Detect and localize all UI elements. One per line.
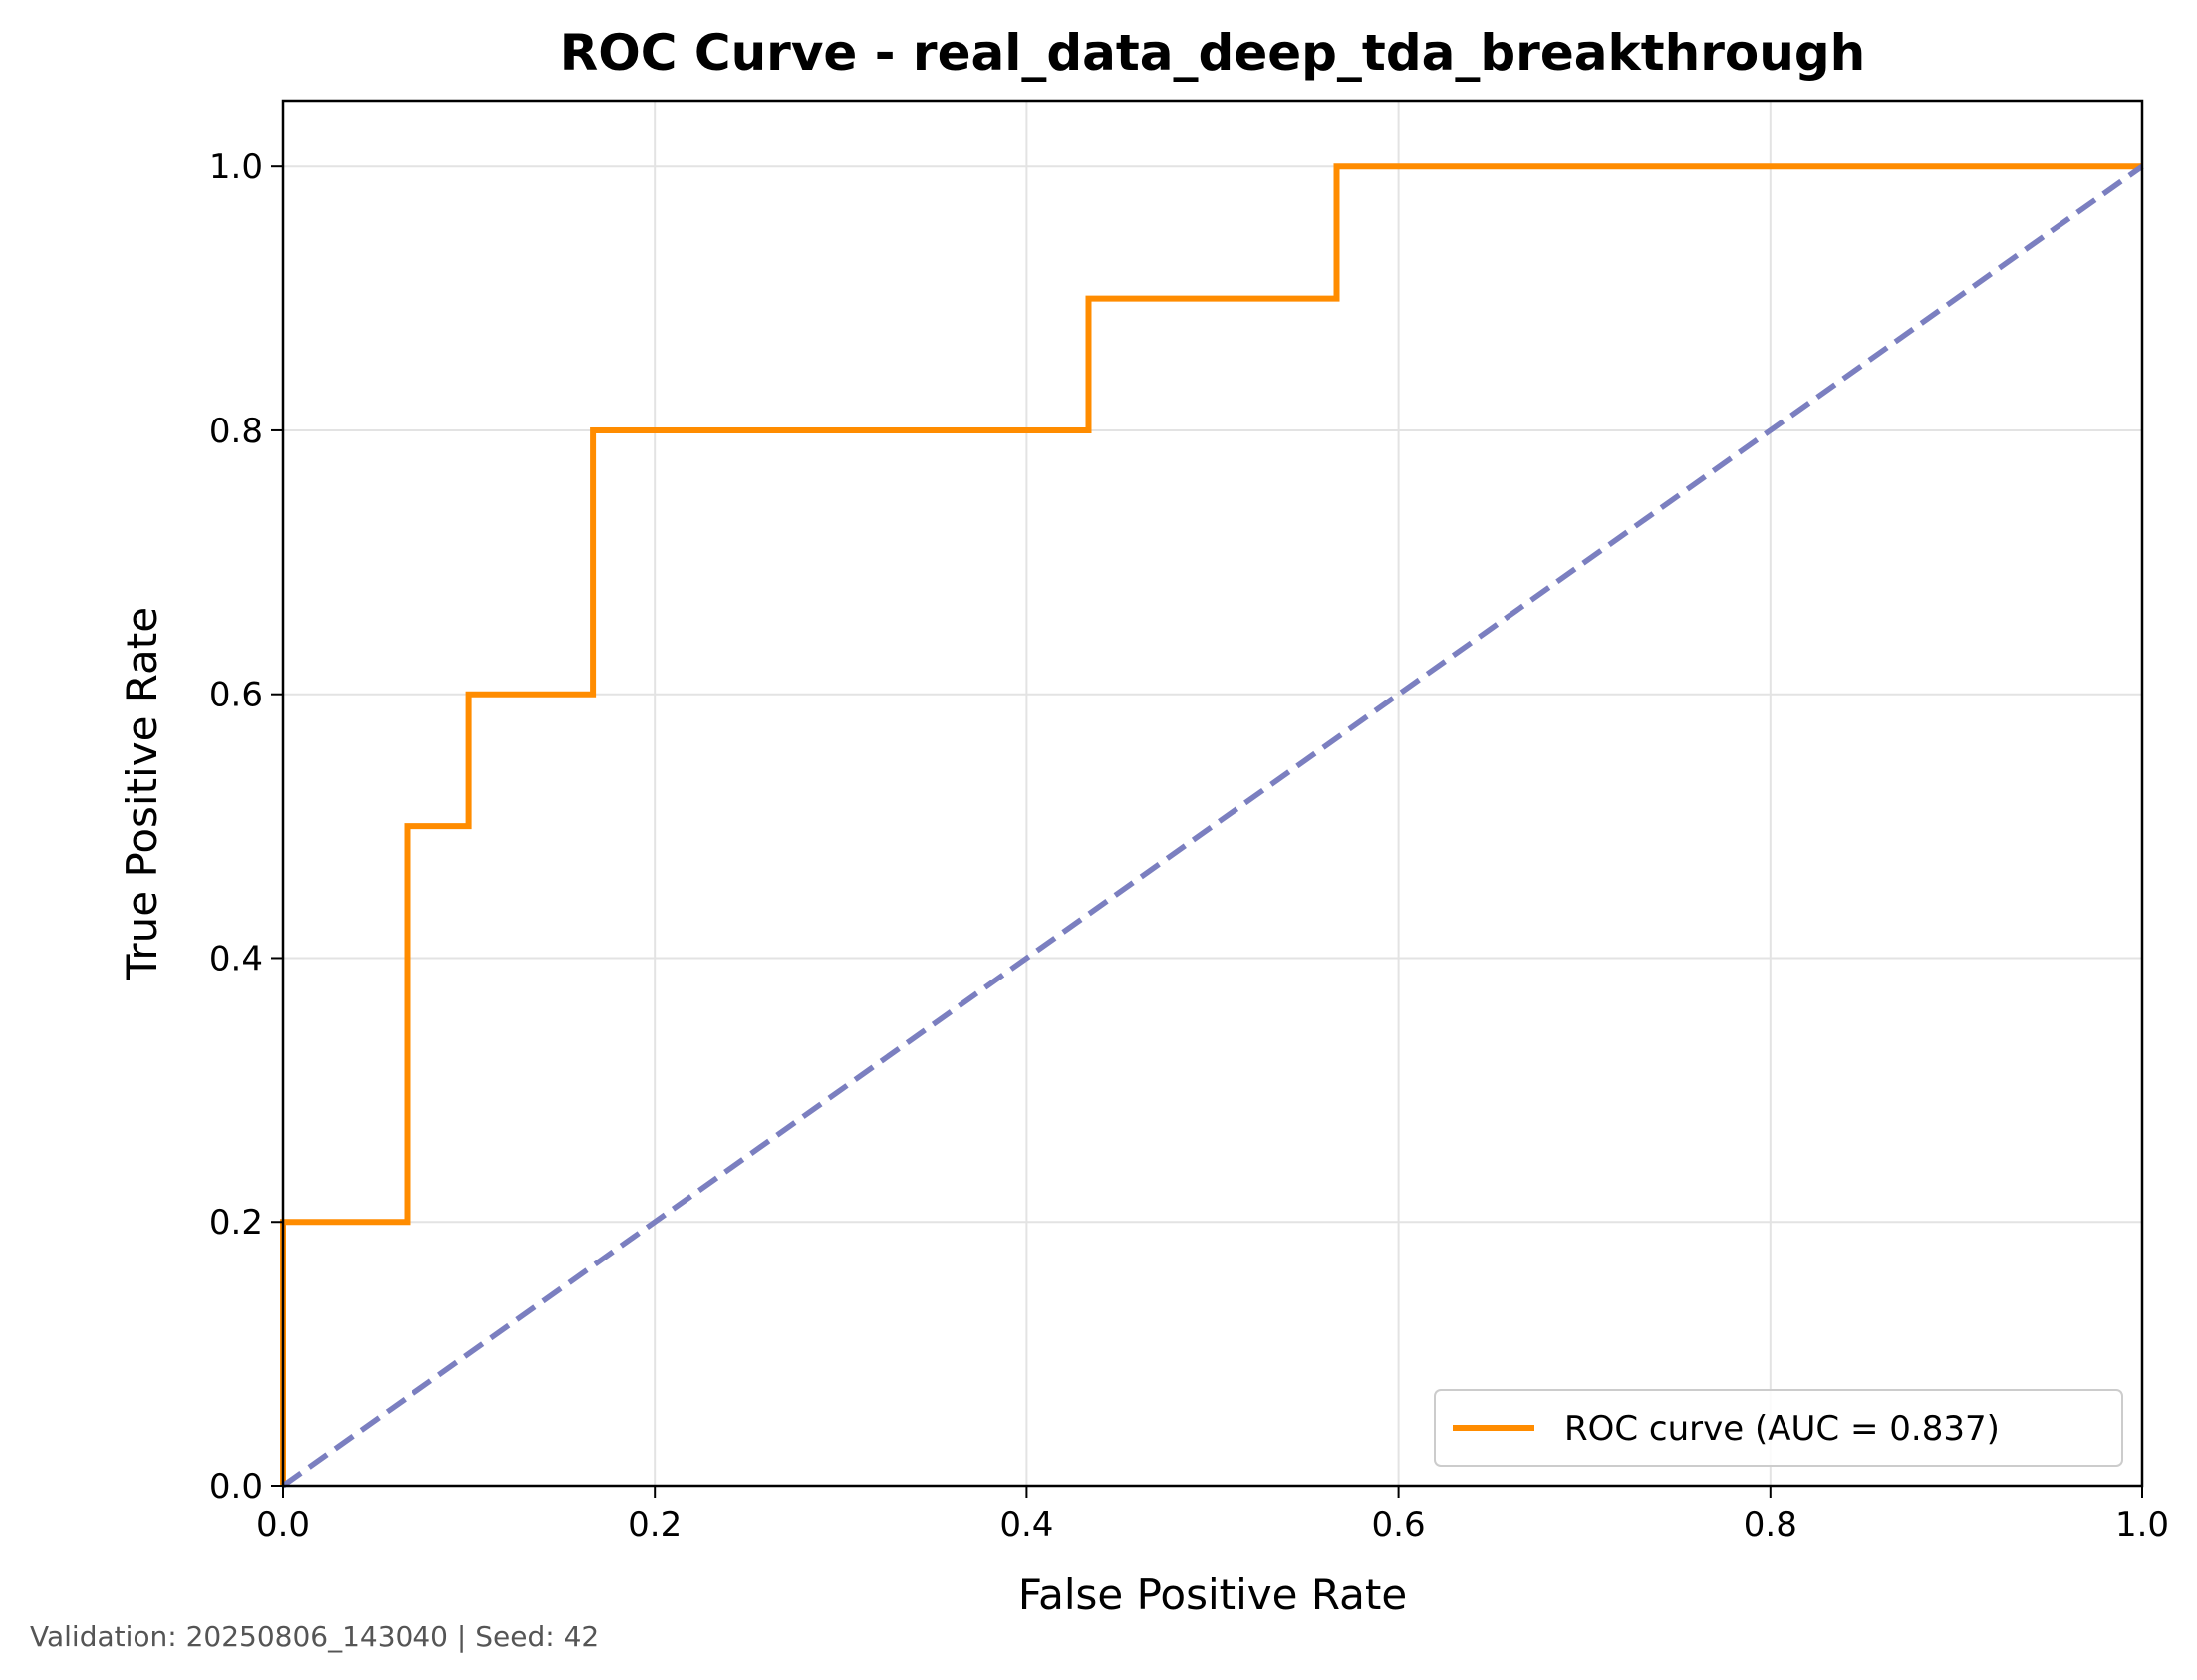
chart-title: ROC Curve - real_data_deep_tda_breakthro… [560,24,1865,82]
legend: ROC curve (AUC = 0.837) [1434,1389,2123,1467]
footer-note: Validation: 20250806_143040 | Seed: 42 [30,1620,600,1653]
grid-lines [282,101,2143,1487]
x-tick-label: 1.0 [2115,1505,2169,1544]
legend-box [1434,1389,2123,1467]
x-axis-label: False Positive Rate [1018,1570,1407,1619]
y-tick-label: 0.4 [209,939,263,979]
legend-label: ROC curve (AUC = 0.837) [1564,1409,2000,1449]
y-tick-label: 0.2 [209,1203,263,1243]
x-tick-label: 0.4 [999,1505,1053,1544]
y-tick-label: 0.0 [209,1467,263,1507]
random-baseline-line [281,163,2144,1489]
x-tick-label: 0.8 [1744,1505,1797,1544]
plot-frame [281,99,2144,1488]
axis-ticks: 0.0 0.2 0.4 0.6 0.8 1.0 0.0 0.2 0.4 0.6 0.8 1.0 [209,147,2169,1544]
y-tick-label: 0.8 [209,412,263,451]
series-group [280,163,2144,1489]
y-tick-label: 0.6 [209,676,263,715]
roc-curve-line [280,163,2142,1486]
y-axis-label: True Positive Rate [118,607,166,980]
x-tick-label: 0.2 [628,1505,682,1544]
x-tick-label: 0.0 [256,1505,310,1544]
y-tick-label: 1.0 [209,147,263,187]
x-tick-label: 0.6 [1372,1505,1426,1544]
